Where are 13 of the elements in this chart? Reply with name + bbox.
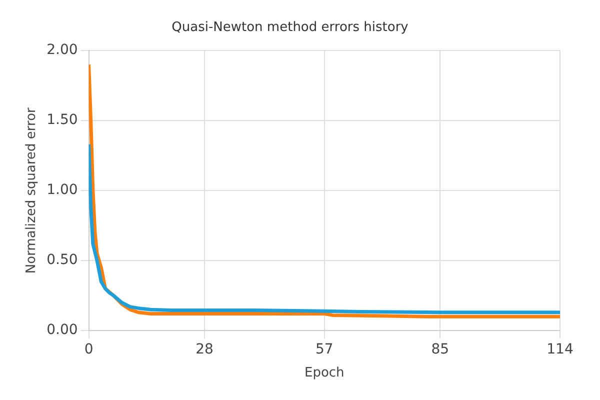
x-tick-label: 28 bbox=[196, 342, 214, 358]
chart-title: Quasi-Newton method errors history bbox=[172, 20, 409, 36]
y-tick-label: 1.50 bbox=[46, 112, 78, 128]
x-tick-label: 57 bbox=[315, 342, 334, 358]
y-tick-label: 1.00 bbox=[46, 182, 78, 198]
x-axis-title: Epoch bbox=[304, 366, 344, 381]
x-tick-label: 0 bbox=[84, 342, 94, 358]
y-tick-label: 0.00 bbox=[46, 322, 78, 338]
x-tick-label: 114 bbox=[546, 342, 574, 358]
y-axis-title: Normalized squared error bbox=[24, 106, 40, 274]
x-tick-label: 85 bbox=[431, 342, 450, 358]
y-tick-label: 2.00 bbox=[46, 42, 78, 58]
y-tick-label: 0.50 bbox=[46, 252, 78, 268]
